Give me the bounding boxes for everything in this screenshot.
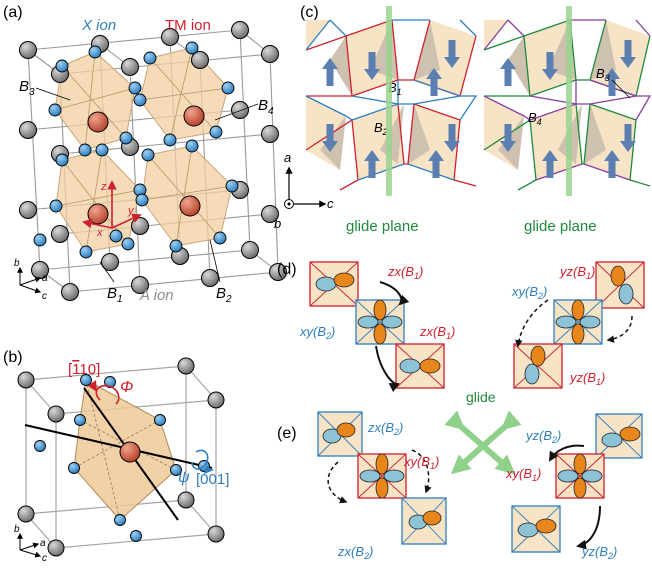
glide-cross: glide bbox=[444, 389, 522, 475]
panel-c-label: (c) bbox=[300, 4, 319, 21]
frame-c: a b c bbox=[274, 150, 334, 231]
phi-rotation-arrow bbox=[95, 384, 120, 405]
label-e-yz-b2-top: yz(B2) bbox=[525, 428, 561, 445]
svg-text:x: x bbox=[96, 227, 103, 239]
x-ions bbox=[33, 41, 239, 259]
svg-text:y: y bbox=[127, 205, 135, 217]
direction-001-label: [001] bbox=[196, 471, 229, 488]
svg-text:z: z bbox=[100, 181, 107, 193]
tm-ion-label: TM ion bbox=[165, 17, 211, 34]
psi-rotation-arrow bbox=[191, 449, 209, 470]
label-e-yz-b2-bottom: yz(B2) bbox=[581, 544, 617, 561]
x-ion-label: X ion bbox=[81, 17, 116, 34]
glide-label: glide bbox=[466, 389, 496, 405]
label-e-xy-b1-left: xy(B1) bbox=[403, 454, 439, 471]
orbital-chain-d-right bbox=[513, 261, 645, 389]
label-e-xy-b1-right: xy(B1) bbox=[505, 466, 541, 483]
svg-text:a: a bbox=[40, 538, 46, 549]
label-d-yz-b1-bottom: yz(B1) bbox=[569, 370, 605, 387]
label-e-zx-b2-top: zx(B2) bbox=[367, 420, 403, 437]
svg-text:a: a bbox=[42, 273, 48, 284]
panel-e: (e) zx(B2) xy(B1) zx(B2) bbox=[277, 411, 643, 561]
direction-110-label: [110] bbox=[68, 361, 100, 378]
frame-a: b a c bbox=[14, 258, 48, 302]
glide-plane-label-left: glide plane bbox=[346, 218, 419, 235]
b2-label-a: B2 bbox=[216, 285, 232, 305]
b2-label-c: B2 bbox=[374, 120, 388, 137]
label-d-zx-b1-bottom: zx(B1) bbox=[419, 324, 455, 341]
svg-text:a: a bbox=[284, 150, 291, 165]
orbital-chain-e-right bbox=[511, 413, 643, 553]
b1-label-c: B1 bbox=[388, 80, 402, 97]
b3-label-c: B3 bbox=[596, 66, 610, 83]
panel-c: (c) bbox=[274, 4, 652, 235]
frame-b: b a c bbox=[14, 524, 47, 564]
label-d-xy-b2-right: xy(B2) bbox=[511, 284, 547, 301]
svg-text:c: c bbox=[42, 291, 47, 302]
label-d-yz-b1-top: yz(B1) bbox=[559, 264, 595, 281]
rotation-axis-001 bbox=[24, 424, 213, 469]
svg-text:b: b bbox=[14, 524, 20, 535]
label-e-zx-b2-bottom: zx(B2) bbox=[337, 544, 373, 561]
panel-b-label: (b) bbox=[3, 349, 23, 366]
panel-a: (a) bbox=[3, 4, 287, 305]
glide-plane-left bbox=[386, 6, 392, 196]
lattice-right: B3 B4 bbox=[483, 6, 652, 196]
panel-d: (d) zx(B1) xy(B2) zx(B1) bbox=[277, 261, 645, 393]
psi-label: ψ bbox=[178, 469, 190, 486]
label-d-zx-b1-top: zx(B1) bbox=[387, 264, 423, 281]
b4-label-a: B4 bbox=[258, 97, 274, 117]
phi-label: Φ bbox=[120, 379, 133, 396]
orbital-chain-d-left bbox=[309, 261, 445, 393]
label-d-xy-b2-left: xy(B2) bbox=[299, 324, 335, 341]
local-axes: z y x bbox=[82, 180, 142, 239]
glide-plane-label-right: glide plane bbox=[524, 218, 597, 235]
svg-text:b: b bbox=[14, 258, 20, 269]
panel-a-label: (a) bbox=[3, 4, 23, 21]
svg-text:c: c bbox=[42, 553, 47, 564]
b1-label-a: B1 bbox=[107, 285, 123, 305]
orbital-chain-e-left bbox=[317, 411, 447, 545]
panel-e-label: (e) bbox=[277, 425, 297, 442]
a-ion-label: A ion bbox=[139, 287, 174, 304]
glide-plane-right bbox=[566, 6, 572, 196]
tm-ions-a bbox=[87, 105, 205, 225]
panel-b: (b) Φ [110] ψ [001] bbox=[3, 349, 229, 564]
svg-text:c: c bbox=[327, 196, 334, 211]
b4-label-c: B4 bbox=[528, 110, 542, 127]
panel-d-label: (d) bbox=[277, 261, 297, 278]
b3-label-a: B3 bbox=[19, 78, 35, 98]
lattice-left: B1 B2 bbox=[305, 6, 478, 196]
svg-text:b: b bbox=[274, 216, 281, 231]
